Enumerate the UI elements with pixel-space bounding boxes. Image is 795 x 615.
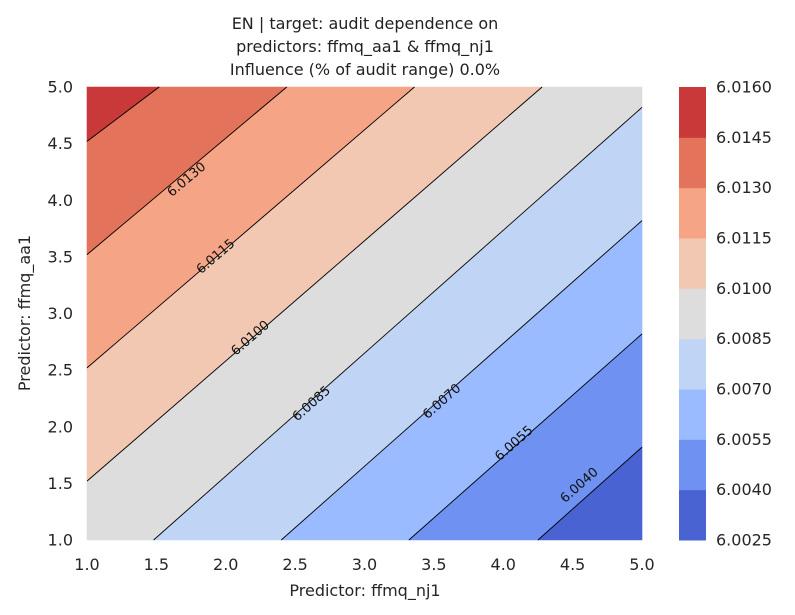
- title-line-3: Influence (% of audit range) 0.0%: [230, 60, 500, 79]
- x-tick-label: 2.5: [282, 555, 307, 574]
- y-tick-label: 2.5: [48, 361, 73, 380]
- title-line-2: predictors: ffmq_aa1 & ffmq_nj1: [236, 37, 494, 57]
- colorbar-segment: [679, 187, 706, 239]
- y-tick-label: 5.0: [48, 78, 73, 97]
- y-tick-label: 4.5: [48, 134, 73, 153]
- colorbar-segment: [679, 137, 706, 189]
- colorbar-tick-label: 6.0145: [716, 128, 772, 147]
- x-tick-label: 3.0: [352, 555, 377, 574]
- contour-line: [86, 86, 415, 369]
- x-tick-label: 2.0: [213, 555, 238, 574]
- colorbar-tick-label: 6.0085: [716, 329, 772, 348]
- plot-area: [86, 86, 643, 541]
- contour-line: [86, 86, 288, 255]
- y-tick-label: 4.0: [48, 191, 73, 210]
- x-axis-ticks: 1.0 1.5 2.0 2.5 3.0 3.5 4.0 4.5 5.0: [74, 555, 654, 574]
- x-axis-label: Predictor: ffmq_nj1: [289, 581, 440, 601]
- colorbar-segment: [679, 338, 706, 390]
- x-tick-label: 4.5: [560, 555, 585, 574]
- contour-line: [86, 86, 543, 482]
- y-axis-ticks: 1.0 1.5 2.0 2.5 3.0 3.5 4.0 4.5 5.0: [48, 78, 73, 550]
- contour-line: [86, 86, 160, 142]
- colorbar-segment: [679, 489, 706, 541]
- y-tick-label: 3.5: [48, 247, 73, 266]
- colorbar-segment: [679, 238, 706, 289]
- contour-line: [280, 220, 643, 541]
- colorbar-tick-label: 6.0040: [716, 480, 772, 499]
- colorbar-ticks: 6.0025 6.0040 6.0055 6.0070 6.0085 6.0100 6.01…: [716, 78, 772, 550]
- y-tick-label: 1.5: [48, 474, 73, 493]
- y-tick-label: 1.0: [48, 531, 73, 550]
- colorbar-tick-label: 6.0055: [716, 430, 772, 449]
- y-axis-label: Predictor: ffmq_aa1: [15, 235, 35, 391]
- colorbar-tick-label: 6.0115: [716, 229, 772, 248]
- contour-line: [537, 446, 643, 541]
- colorbar-tick-label: 6.0100: [716, 279, 772, 298]
- colorbar-segment: [679, 389, 706, 440]
- x-tick-label: 4.0: [491, 555, 516, 574]
- colorbar-tick-label: 6.0070: [716, 380, 772, 399]
- contour-line: [153, 107, 643, 541]
- x-tick-label: 1.0: [74, 555, 99, 574]
- colorbar: [679, 87, 706, 541]
- colorbar-segment: [679, 288, 706, 340]
- colorbar-segment: [679, 439, 706, 491]
- colorbar-tick-label: 6.0025: [716, 531, 772, 550]
- x-tick-label: 5.0: [629, 555, 654, 574]
- contour-line: [408, 333, 643, 541]
- colorbar-tick-label: 6.0160: [716, 78, 772, 97]
- y-tick-label: 2.0: [48, 417, 73, 436]
- colorbar-tick-label: 6.0130: [716, 178, 772, 197]
- x-tick-label: 1.5: [144, 555, 169, 574]
- x-tick-label: 3.5: [421, 555, 446, 574]
- title-line-1: EN | target: audit dependence on: [232, 14, 499, 33]
- chart-title: EN | target: audit dependence on predict…: [230, 14, 500, 79]
- y-tick-label: 3.0: [48, 304, 73, 323]
- colorbar-segment: [679, 87, 706, 138]
